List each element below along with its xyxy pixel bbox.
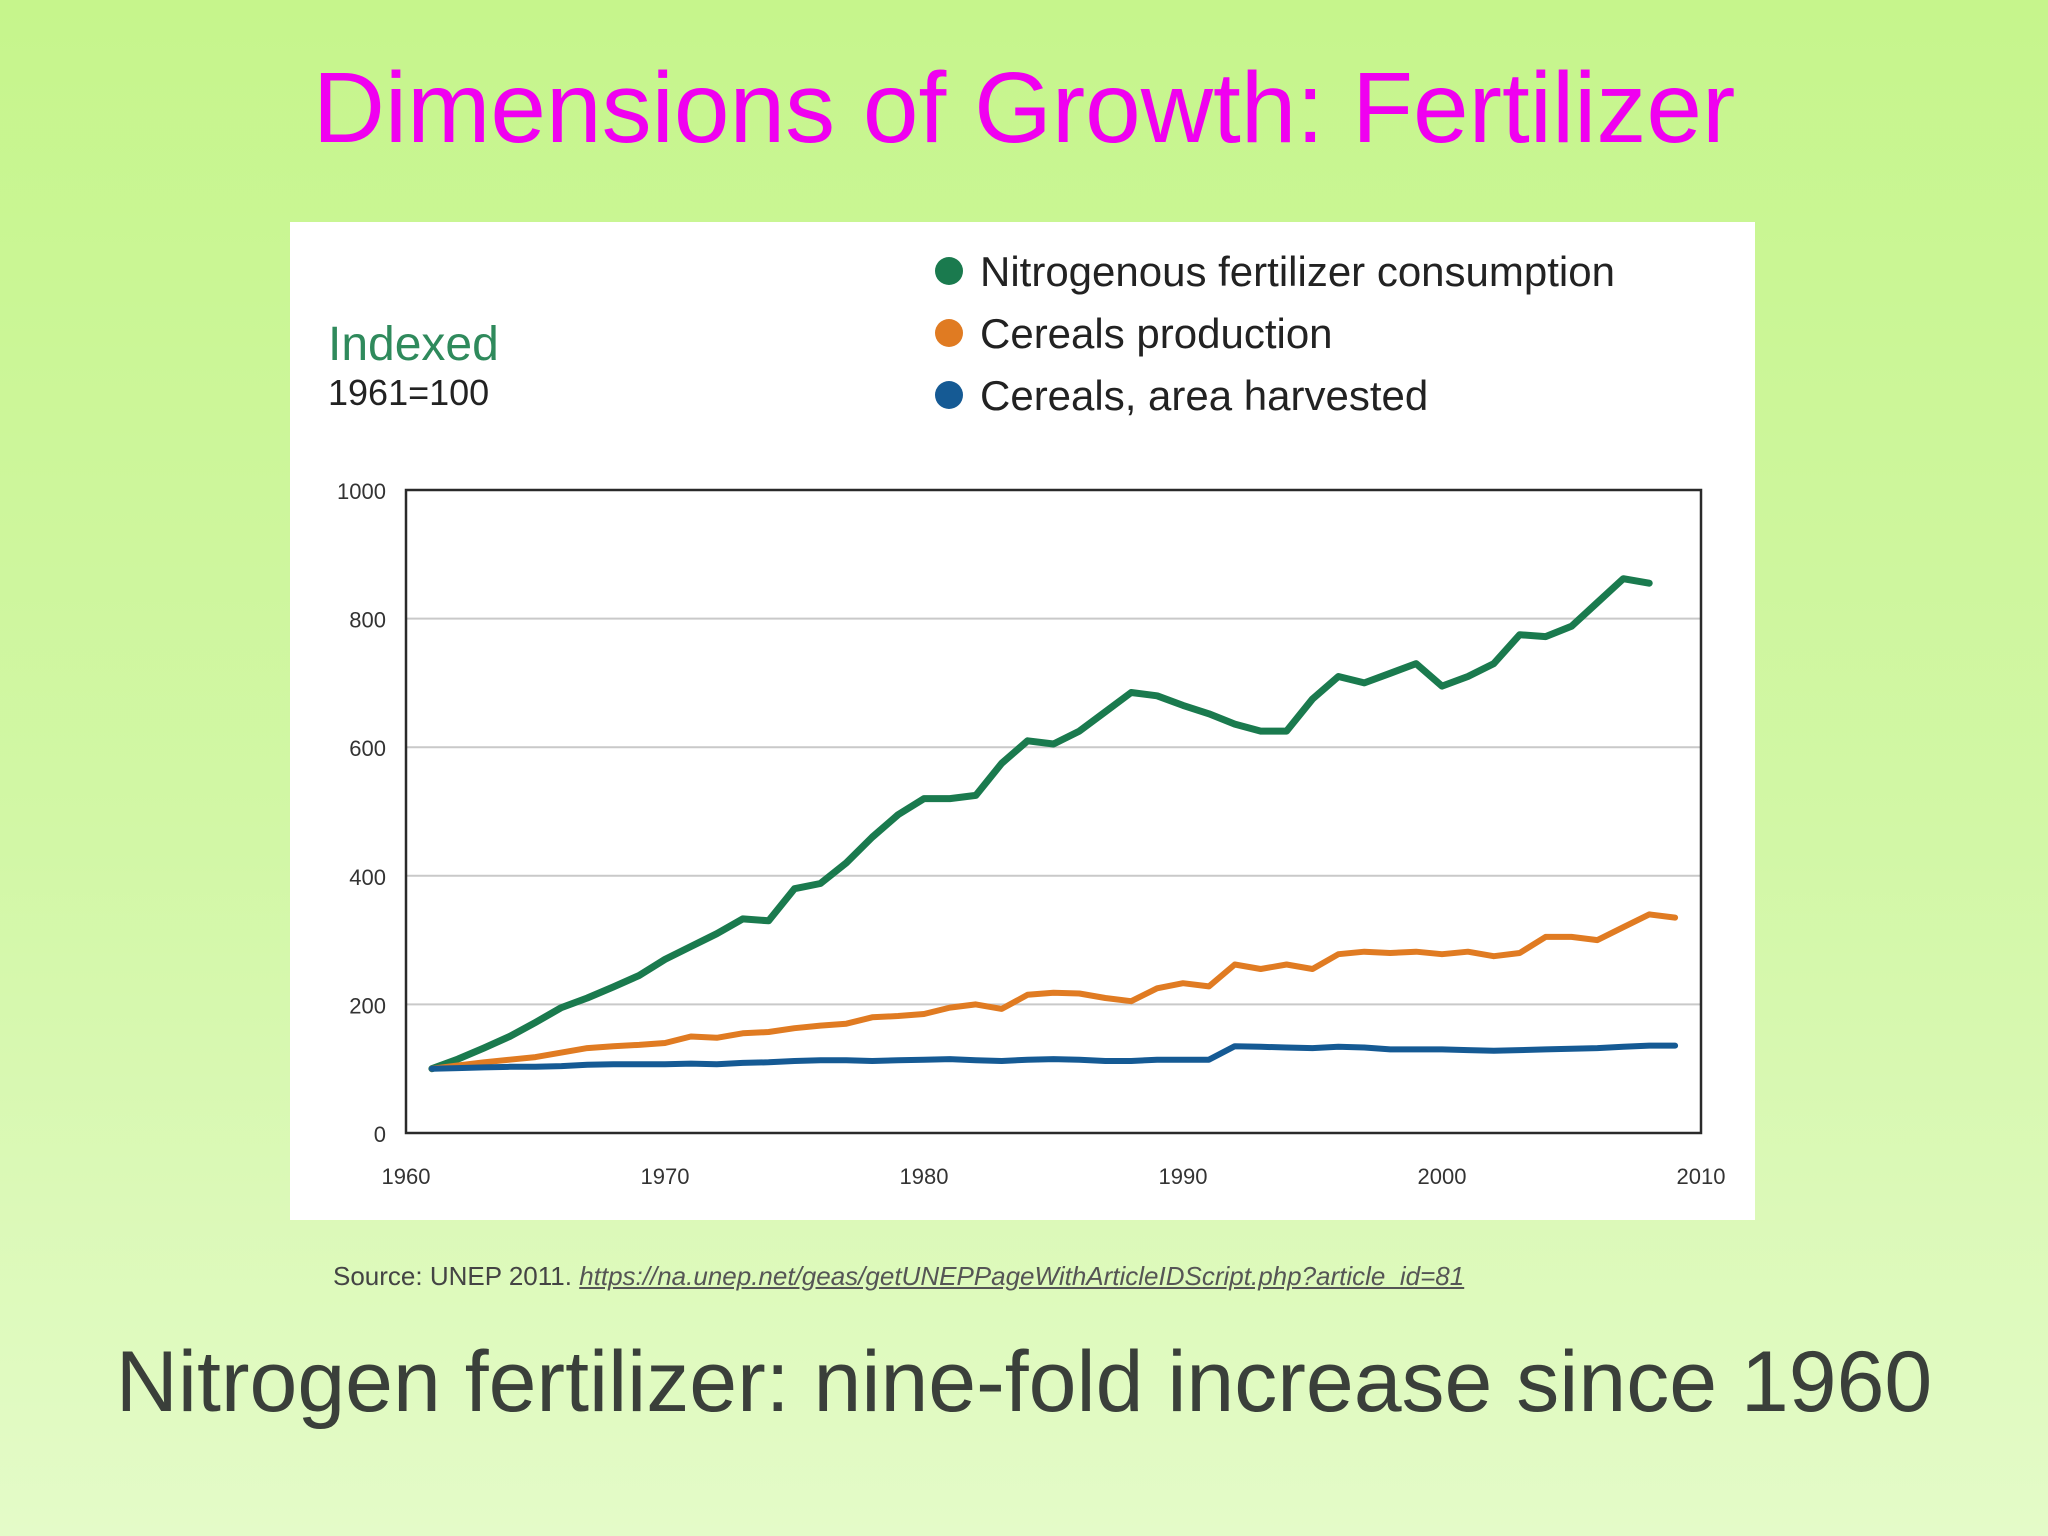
grid-lines — [406, 617, 1701, 1006]
series-line-1 — [428, 575, 1653, 1073]
y-tick-label: 0 — [374, 1122, 386, 1147]
series-line-2 — [428, 911, 1679, 1072]
legend-marker — [935, 257, 963, 285]
slide-title: Dimensions of Growth: Fertilizer — [312, 52, 1736, 164]
legend-marker — [935, 319, 963, 347]
legend-label: Nitrogenous fertilizer consumption — [980, 248, 1615, 295]
source-line: Source: UNEP 2011. https://na.unep.net/g… — [333, 1260, 2033, 1292]
x-tick-label: 1970 — [641, 1164, 690, 1189]
y-axis-ticks: 0 200 400 600 800 1000 — [337, 479, 386, 1147]
x-tick-label: 1980 — [900, 1164, 949, 1189]
x-tick-label: 1960 — [382, 1164, 431, 1189]
footer-statement: Nitrogen fertilizer: nine-fold increase … — [115, 1334, 1933, 1430]
legend-label: Cereals, area harvested — [980, 372, 1428, 419]
y-tick-label: 200 — [349, 993, 386, 1018]
legend: Nitrogenous fertilizer consumption Cereal… — [935, 248, 1615, 419]
chart-title: Indexed — [328, 318, 499, 371]
x-tick-label: 1990 — [1159, 1164, 1208, 1189]
legend-marker — [935, 381, 963, 409]
series-line-3 — [428, 1042, 1679, 1072]
legend-label: Cereals production — [980, 310, 1333, 357]
chart-panel: 0 200 400 600 800 1000 1960 1970 1980 1990 2000 20… — [290, 222, 1755, 1220]
y-tick-label: 800 — [349, 608, 386, 633]
line-chart: 0 200 400 600 800 1000 1960 1970 1980 1990 2000 20… — [328, 248, 1726, 1189]
x-tick-label: 2010 — [1677, 1164, 1726, 1189]
x-axis-ticks: 1960 1970 1980 1990 2000 2010 — [382, 1164, 1726, 1189]
source-link[interactable]: https://na.unep.net/geas/getUNEPPageWith… — [579, 1261, 1465, 1291]
y-tick-label: 600 — [349, 736, 386, 761]
plot-frame — [404, 488, 1703, 1135]
y-tick-label: 1000 — [337, 479, 386, 504]
y-tick-label: 400 — [349, 865, 386, 890]
x-tick-label: 2000 — [1418, 1164, 1467, 1189]
series-lines — [428, 575, 1679, 1073]
source-label: Source: UNEP 2011. — [333, 1261, 580, 1291]
chart-subtitle: 1961=100 — [328, 372, 489, 413]
